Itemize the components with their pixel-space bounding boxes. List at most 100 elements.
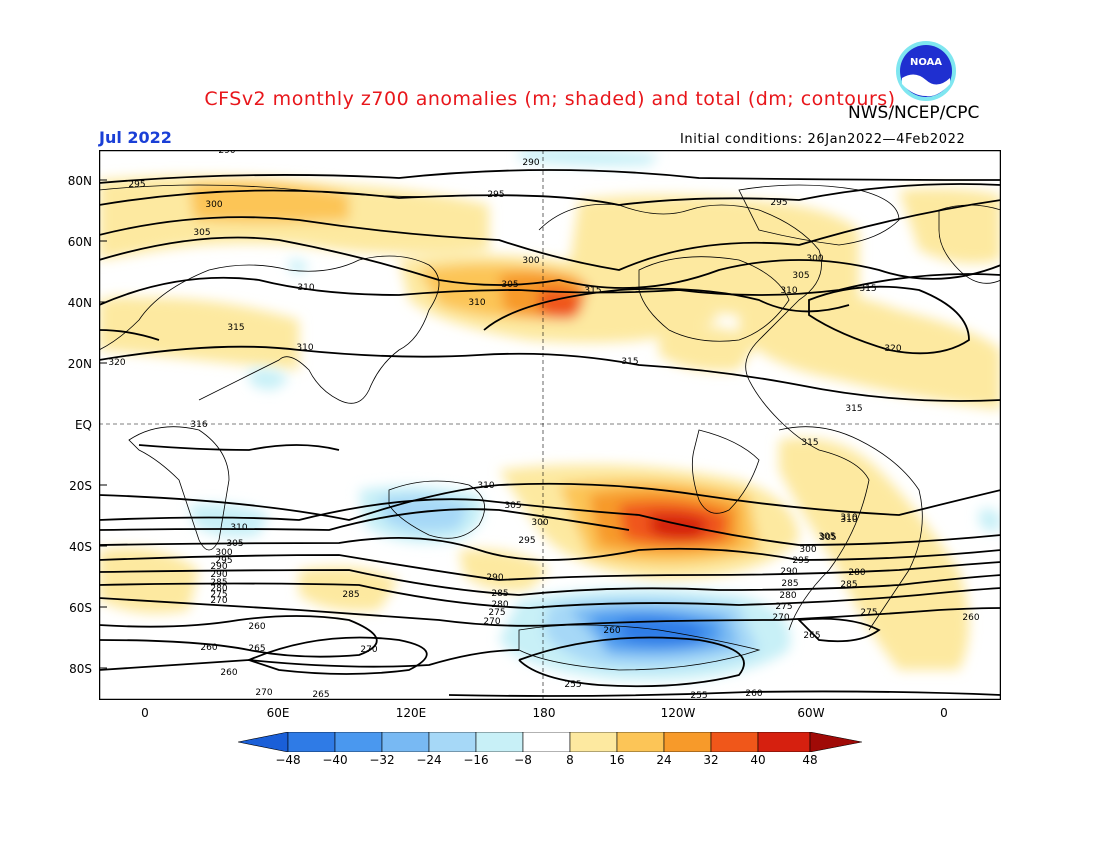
contour-label: 310 xyxy=(296,343,313,353)
contour-label: 260 xyxy=(745,689,762,699)
contour-label: 260 xyxy=(603,626,620,636)
contour-label: 290 xyxy=(218,150,235,156)
contour-labels: 290 295 300 305 310 315 320 310 316 290 … xyxy=(108,150,979,700)
contour-label: 290 xyxy=(780,567,797,577)
height-contours xyxy=(99,169,1001,697)
contour-label: 295 xyxy=(215,556,232,566)
contour-label: 315 xyxy=(859,284,876,294)
colorbar-label: −48 xyxy=(275,753,301,767)
initial-conditions: Initial conditions: 26Jan2022—4Feb2022 xyxy=(680,132,966,147)
contour-label: 290 xyxy=(210,562,227,572)
x-tick-label: 180 xyxy=(532,706,556,720)
contour-label: 310 xyxy=(230,523,247,533)
logo-text: NOAA xyxy=(910,57,942,68)
contour-label: 295 xyxy=(487,190,504,200)
contour-label: 300 xyxy=(215,548,232,558)
contour-label: 315 xyxy=(227,323,244,333)
contour-label: 315 xyxy=(801,438,818,448)
anomaly-map: 290 295 300 305 310 315 320 310 316 290 … xyxy=(99,150,1001,700)
contour-label: 260 xyxy=(962,613,979,623)
contour-label: 305 xyxy=(819,533,836,543)
contour-label: 300 xyxy=(531,518,548,528)
contour-label: 300 xyxy=(522,256,539,266)
contour-label: 295 xyxy=(128,180,145,190)
negative-anomaly-shading xyxy=(189,150,1001,681)
contour-label: 285 xyxy=(210,578,227,588)
contour-label: 270 xyxy=(255,688,272,698)
contour-label: 265 xyxy=(312,690,329,700)
contour-label: 285 xyxy=(342,590,359,600)
noaa-logo: NOAA xyxy=(896,41,956,101)
x-tick-label: 120E xyxy=(395,706,427,720)
colorbar-label: 8 xyxy=(566,753,574,767)
contour-label: 270 xyxy=(360,645,377,655)
contour-label: 310 xyxy=(840,515,857,525)
contour-label: 285 xyxy=(781,579,798,589)
contour-label: 300 xyxy=(806,254,823,264)
contour-label: 290 xyxy=(486,573,503,583)
y-tick-label: EQ xyxy=(74,418,92,432)
contour-label: 275 xyxy=(860,608,877,618)
y-tick-label: 40N xyxy=(67,296,92,310)
contour-label: 265 xyxy=(248,644,265,654)
contour-label: 295 xyxy=(792,556,809,566)
contour-label: 305 xyxy=(193,228,210,238)
contour-label: 320 xyxy=(884,344,901,354)
contour-label: 310 xyxy=(477,481,494,491)
y-tick-label: 80N xyxy=(67,174,92,188)
contour-label: 290 xyxy=(522,158,539,168)
contour-label: 315 xyxy=(845,404,862,414)
contour-label: 280 xyxy=(848,568,865,578)
contour-label: 300 xyxy=(799,545,816,555)
colorbar-label: 24 xyxy=(656,753,672,767)
contour-label: 305 xyxy=(504,501,521,511)
contour-label: 305 xyxy=(818,532,835,542)
contour-label: 265 xyxy=(803,631,820,641)
y-tick-label: 20N xyxy=(67,357,92,371)
x-tick-label: 0 xyxy=(141,706,149,720)
contour-label: 316 xyxy=(190,420,207,430)
contour-label: 305 xyxy=(501,280,518,290)
contour-label: 270 xyxy=(772,613,789,623)
contour-label: 295 xyxy=(770,198,787,208)
colorbar-label: −8 xyxy=(514,753,532,767)
colorbar-label: 48 xyxy=(802,753,818,767)
contour-label: 260 xyxy=(220,668,237,678)
colorbar-label: −32 xyxy=(369,753,395,767)
contour-label: 300 xyxy=(205,200,222,210)
contour-label: 285 xyxy=(840,580,857,590)
y-tick-label: 20S xyxy=(69,479,92,493)
agency-label: NWS/NCEP/CPC xyxy=(848,103,980,123)
contour-label: 270 xyxy=(210,596,227,606)
contour-label: 255 xyxy=(690,691,707,700)
contour-label: 310 xyxy=(780,286,797,296)
contour-label: 260 xyxy=(200,643,217,653)
contour-label: 310 xyxy=(840,513,857,523)
contour-label: 280 xyxy=(779,591,796,601)
contour-label: 315 xyxy=(621,357,638,367)
colorbar-label: 32 xyxy=(703,753,719,767)
contour-label: 275 xyxy=(488,608,505,618)
contour-label: 295 xyxy=(518,536,535,546)
grid-lines xyxy=(99,150,1001,700)
forecast-month: Jul 2022 xyxy=(99,128,172,147)
contour-label: 290 xyxy=(210,570,227,580)
x-tick-label: 60E xyxy=(266,706,290,720)
contour-label: 275 xyxy=(210,590,227,600)
contour-label: 280 xyxy=(491,600,508,610)
x-tick-label: 0 xyxy=(940,706,948,720)
contour-label: 305 xyxy=(792,271,809,281)
contour-label: 310 xyxy=(297,283,314,293)
contour-label: 315 xyxy=(584,286,601,296)
contour-label: 310 xyxy=(468,298,485,308)
colorbar xyxy=(238,732,862,752)
colorbar-label: −16 xyxy=(463,753,489,767)
contour-label: 255 xyxy=(564,680,581,690)
colorbar-label: −24 xyxy=(416,753,442,767)
colorbar-label: 40 xyxy=(750,753,766,767)
contour-label: 285 xyxy=(491,589,508,599)
chart-title: CFSv2 monthly z700 anomalies (m; shaded)… xyxy=(204,88,896,110)
x-tick-label: 120W xyxy=(660,706,696,720)
y-tick-label: 80S xyxy=(69,662,92,676)
colorbar-label: −40 xyxy=(322,753,348,767)
